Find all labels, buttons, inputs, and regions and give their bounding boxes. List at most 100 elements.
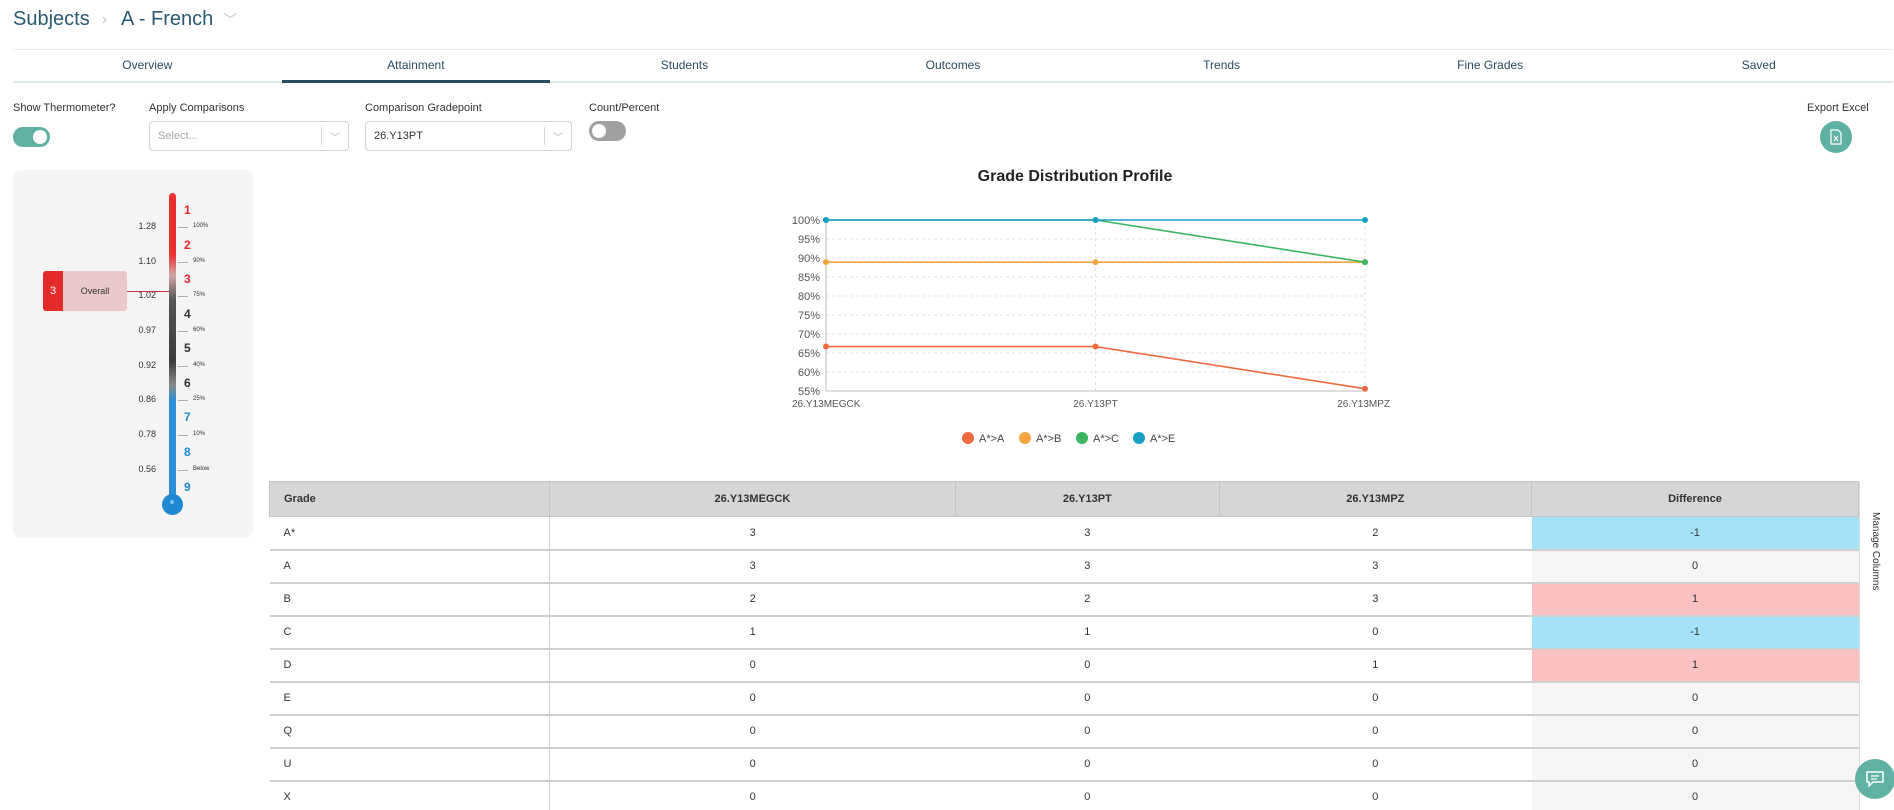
show-thermometer-label: Show Thermometer? bbox=[13, 102, 116, 114]
thermometer-tick bbox=[178, 262, 188, 263]
overall-grade-label: Overall bbox=[80, 286, 110, 296]
difference-cell: 0 bbox=[1531, 714, 1859, 749]
table-body: A* 3 3 2 -1 A 3 3 3 0 B 2 2 3 1 C 1 1 0 -1 D 0 0 1 1 E 0 0 0 0 Q 0 0 0 0 U 0… bbox=[269, 516, 1859, 810]
thermometer-grade: 9 bbox=[184, 480, 191, 494]
column-header[interactable]: 26.Y13PT bbox=[954, 481, 1220, 517]
count-cell: 0 bbox=[1219, 747, 1532, 782]
comparison-gradepoint-select[interactable]: 26.Y13PT ﹀ bbox=[365, 121, 572, 151]
data-point bbox=[1362, 385, 1368, 392]
thermometer-percent-label: 75% bbox=[193, 292, 206, 298]
data-point bbox=[823, 217, 829, 223]
thermometer-tick bbox=[178, 227, 188, 228]
column-header[interactable]: Grade bbox=[269, 481, 550, 517]
column-header[interactable]: 26.Y13MPZ bbox=[1218, 481, 1533, 517]
data-point bbox=[823, 343, 829, 350]
count-cell: 0 bbox=[1219, 714, 1532, 749]
count-cell: 0 bbox=[1219, 681, 1532, 716]
thermometer-tick bbox=[178, 296, 188, 297]
count-cell: 0 bbox=[955, 780, 1220, 810]
tab-students[interactable]: Students bbox=[660, 58, 709, 72]
legend-marker bbox=[962, 432, 974, 444]
manage-columns-panel[interactable]: Manage Columns bbox=[1859, 482, 1894, 810]
grade-cell: U bbox=[269, 747, 550, 782]
difference-cell: 0 bbox=[1531, 549, 1859, 584]
y-tick-label: 100% bbox=[792, 215, 820, 227]
breadcrumb-subject-title: A - French bbox=[121, 8, 214, 30]
apply-comparisons-select[interactable]: Select... ﹀ bbox=[149, 121, 349, 151]
legend-label: A*>C bbox=[1093, 433, 1119, 445]
thermometer-tick bbox=[178, 366, 188, 367]
y-tick-label: 55% bbox=[798, 386, 820, 398]
thermometer-value: 0.56 bbox=[138, 464, 156, 474]
legend-marker bbox=[1076, 432, 1088, 444]
tab-saved[interactable]: Saved bbox=[1741, 58, 1776, 72]
tab-outcomes[interactable]: Outcomes bbox=[925, 58, 981, 72]
count-cell: 3 bbox=[955, 516, 1220, 551]
thermometer-percent-label: 40% bbox=[193, 362, 206, 368]
x-tick-label: 26.Y13MEGCK bbox=[792, 399, 861, 410]
apply-comparisons-label: Apply Comparisons bbox=[149, 102, 245, 114]
count-cell: 0 bbox=[549, 747, 956, 782]
count-cell: 0 bbox=[1219, 615, 1532, 650]
count-cell: 1 bbox=[1219, 648, 1532, 683]
thermometer-tick bbox=[178, 435, 188, 436]
toggle-knob bbox=[592, 124, 606, 138]
apply-comparisons-placeholder: Select... bbox=[158, 130, 198, 142]
count-cell: 3 bbox=[549, 549, 956, 584]
grade-cell: X bbox=[269, 780, 550, 810]
y-tick-label: 90% bbox=[798, 253, 820, 265]
count-cell: 3 bbox=[1219, 549, 1532, 584]
table-header-row: Grade 26.Y13MEGCK 26.Y13PT 26.Y13MPZ Differe… bbox=[269, 481, 1859, 517]
chat-button[interactable] bbox=[1855, 759, 1894, 799]
chevron-down-icon: ﹀ bbox=[553, 132, 563, 144]
toggle-knob bbox=[33, 130, 47, 144]
y-tick-label: 80% bbox=[798, 291, 820, 303]
count-cell: 0 bbox=[955, 747, 1220, 782]
column-header[interactable]: 26.Y13MEGCK bbox=[549, 481, 956, 517]
data-point bbox=[1092, 259, 1099, 266]
breadcrumb: Subjects › A - French ﹀ bbox=[13, 8, 237, 31]
overall-grade-value: 3 bbox=[43, 271, 63, 311]
breadcrumb-subjects-link[interactable]: Subjects bbox=[13, 8, 90, 30]
overall-pointer-line bbox=[127, 291, 169, 292]
thermometer-grade: 8 bbox=[184, 445, 191, 459]
x-tick-label: 26.Y13PT bbox=[1073, 399, 1117, 410]
tab-fine-grades[interactable]: Fine Grades bbox=[1457, 58, 1524, 72]
show-thermometer-toggle[interactable] bbox=[13, 127, 50, 147]
excel-file-icon bbox=[1830, 129, 1842, 145]
difference-cell: 1 bbox=[1531, 648, 1859, 683]
legend-label: A*>E bbox=[1150, 433, 1175, 445]
manage-columns-label[interactable]: Manage Columns bbox=[1870, 512, 1881, 591]
y-tick-label: 70% bbox=[798, 329, 820, 341]
subject-dropdown-chevron-icon[interactable]: ﹀ bbox=[223, 11, 238, 28]
comparison-gradepoint-value: 26.Y13PT bbox=[374, 130, 423, 142]
grade-table-wrapper: Grade 26.Y13MEGCK 26.Y13PT 26.Y13MPZ Differe… bbox=[269, 481, 1860, 810]
grade-cell: B bbox=[269, 582, 550, 617]
data-point bbox=[1092, 217, 1099, 223]
tab-overview[interactable]: Overview bbox=[122, 58, 173, 72]
tab-attainment[interactable]: Attainment bbox=[281, 50, 551, 83]
thermometer-percent-label: 10% bbox=[193, 431, 206, 437]
select-divider bbox=[544, 127, 545, 145]
export-excel-button[interactable] bbox=[1820, 121, 1852, 153]
y-tick-label: 85% bbox=[798, 272, 820, 284]
x-tick-label: 26.Y13MPZ bbox=[1337, 399, 1390, 410]
difference-cell: 0 bbox=[1531, 747, 1859, 782]
table-row: C 1 1 0 -1 bbox=[269, 615, 1859, 650]
count-cell: 0 bbox=[955, 681, 1220, 716]
thermometer-value: 0.97 bbox=[138, 325, 156, 335]
tab-trends[interactable]: Trends bbox=[1203, 58, 1241, 72]
grade-table: Grade 26.Y13MEGCK 26.Y13PT 26.Y13MPZ Differe… bbox=[269, 481, 1859, 810]
select-divider bbox=[321, 127, 322, 145]
count-cell: 0 bbox=[549, 681, 956, 716]
count-cell: 0 bbox=[955, 714, 1220, 749]
thermometer-tube bbox=[169, 193, 176, 498]
data-point bbox=[1092, 343, 1099, 350]
column-header[interactable]: Difference bbox=[1531, 481, 1859, 517]
tab-bar: Overview Attainment Students Outcomes Trends… bbox=[13, 49, 1893, 83]
count-percent-label: Count/Percent bbox=[589, 102, 660, 114]
count-percent-toggle[interactable] bbox=[589, 121, 626, 141]
legend-marker bbox=[1019, 432, 1031, 444]
